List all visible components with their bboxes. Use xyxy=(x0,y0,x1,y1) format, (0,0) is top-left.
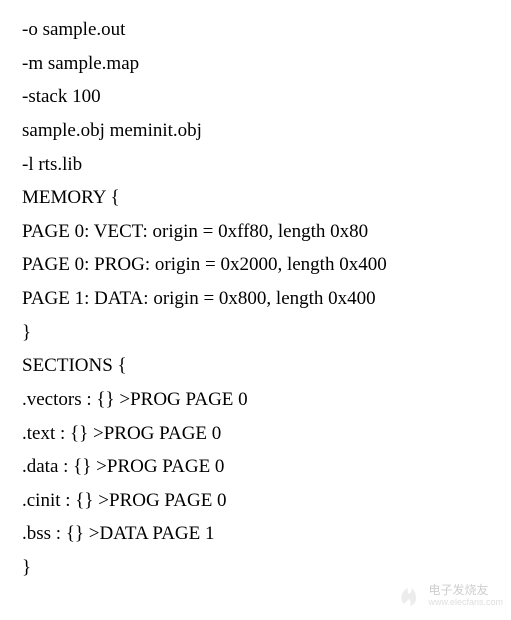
watermark: 电子发烧友 www.elecfans.com xyxy=(394,584,503,608)
code-line: .data : {} >PROG PAGE 0 xyxy=(22,450,489,484)
code-line: .cinit : {} >PROG PAGE 0 xyxy=(22,484,489,518)
code-line: } xyxy=(22,551,489,585)
code-line: PAGE 0: VECT: origin = 0xff80, length 0x… xyxy=(22,215,489,249)
code-block: -o sample.out -m sample.map -stack 100 s… xyxy=(22,13,489,585)
code-line: .text : {} >PROG PAGE 0 xyxy=(22,417,489,451)
watermark-text: 电子发烧友 www.elecfans.com xyxy=(428,584,503,607)
code-line: -m sample.map xyxy=(22,47,489,81)
code-line: SECTIONS { xyxy=(22,349,489,383)
code-line: PAGE 1: DATA: origin = 0x800, length 0x4… xyxy=(22,282,489,316)
code-line: .bss : {} >DATA PAGE 1 xyxy=(22,517,489,551)
watermark-url-text: www.elecfans.com xyxy=(428,598,503,608)
code-line: -l rts.lib xyxy=(22,148,489,182)
watermark-cn-text: 电子发烧友 xyxy=(428,584,503,597)
code-line: .vectors : {} >PROG PAGE 0 xyxy=(22,383,489,417)
flame-icon xyxy=(394,584,424,608)
code-line: PAGE 0: PROG: origin = 0x2000, length 0x… xyxy=(22,248,489,282)
code-line: sample.obj meminit.obj xyxy=(22,114,489,148)
code-line: MEMORY { xyxy=(22,181,489,215)
code-line: } xyxy=(22,316,489,350)
code-line: -o sample.out xyxy=(22,13,489,47)
code-line: -stack 100 xyxy=(22,80,489,114)
